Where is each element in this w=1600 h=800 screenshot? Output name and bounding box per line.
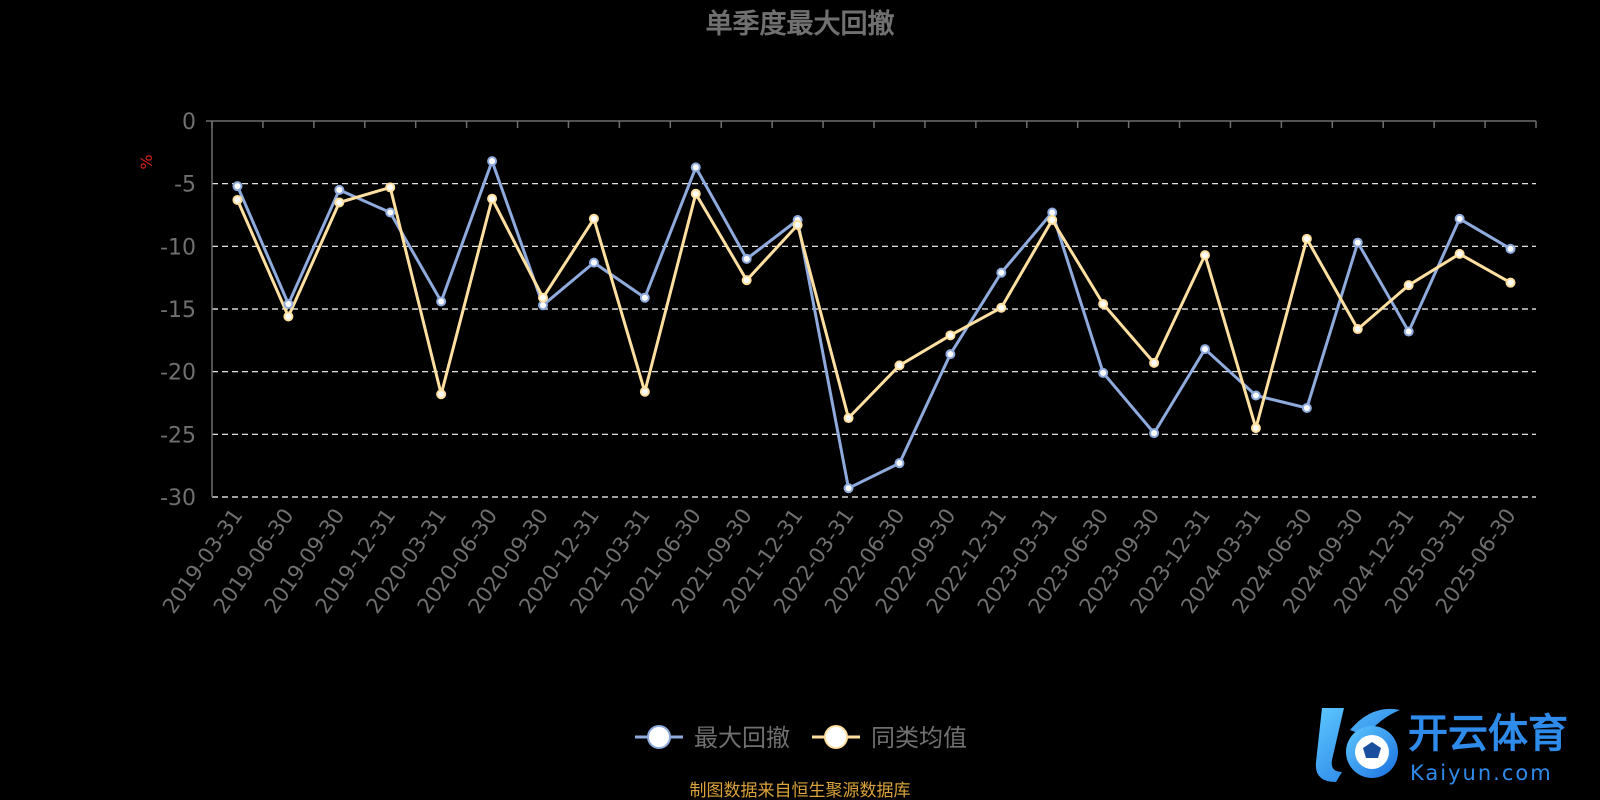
data-point bbox=[1301, 233, 1312, 244]
data-point bbox=[1505, 243, 1516, 254]
legend-marker bbox=[824, 725, 848, 749]
data-point bbox=[1505, 277, 1516, 288]
grid-lines bbox=[212, 183, 1536, 498]
series-lines bbox=[236, 159, 1512, 490]
data-point bbox=[1403, 280, 1414, 291]
data-point bbox=[588, 213, 599, 224]
data-point bbox=[232, 181, 243, 192]
data-point bbox=[945, 349, 956, 360]
y-tick-label: -5 bbox=[174, 173, 196, 198]
data-point bbox=[1250, 390, 1261, 401]
chart-title: 单季度最大回撤 bbox=[706, 8, 895, 40]
y-axis-label: % bbox=[137, 154, 156, 169]
series-points bbox=[232, 156, 1516, 494]
data-point bbox=[385, 182, 396, 193]
y-tick-label: -25 bbox=[160, 423, 196, 448]
data-point bbox=[894, 458, 905, 469]
data-point bbox=[690, 162, 701, 173]
data-point bbox=[1352, 237, 1363, 248]
data-point bbox=[843, 413, 854, 424]
axes bbox=[206, 120, 1537, 497]
data-point bbox=[538, 292, 548, 303]
data-point bbox=[1149, 357, 1160, 368]
data-point bbox=[1454, 248, 1465, 259]
brand-logo: 开云体育 Kaiyun.com bbox=[1315, 708, 1568, 785]
data-point bbox=[1098, 367, 1109, 378]
data-point bbox=[996, 267, 1007, 278]
data-point bbox=[1250, 423, 1261, 434]
data-point bbox=[639, 292, 650, 303]
y-tick-label: -15 bbox=[160, 298, 196, 323]
y-tick-label: 0 bbox=[182, 110, 196, 135]
data-point bbox=[1149, 428, 1160, 439]
y-tick-label: -30 bbox=[160, 486, 196, 511]
data-point bbox=[843, 483, 854, 494]
series-line-2 bbox=[236, 185, 1512, 430]
data-point bbox=[436, 389, 447, 400]
y-tick-label: -20 bbox=[160, 361, 196, 386]
logo-brand-text: 开云体育 bbox=[1408, 711, 1568, 757]
legend-label: 最大回撤 bbox=[694, 724, 790, 752]
data-point bbox=[385, 207, 396, 218]
data-point bbox=[1200, 344, 1210, 355]
data-point bbox=[334, 197, 345, 208]
data-point bbox=[639, 386, 650, 397]
data-point bbox=[283, 311, 294, 322]
legend-marker bbox=[647, 725, 671, 749]
data-point bbox=[690, 188, 701, 199]
data-point bbox=[436, 296, 447, 307]
legend: 最大回撤 同类均值 bbox=[635, 724, 967, 752]
data-point bbox=[588, 257, 599, 268]
data-point bbox=[894, 360, 905, 371]
data-point bbox=[334, 184, 345, 195]
legend-label: 同类均值 bbox=[871, 724, 967, 752]
logo-domain-text: Kaiyun.com bbox=[1410, 761, 1553, 785]
data-point bbox=[792, 220, 803, 231]
data-point bbox=[487, 193, 498, 204]
data-point bbox=[283, 298, 294, 309]
series-line-1 bbox=[236, 159, 1512, 490]
x-tick-labels: 2019-03-312019-06-302019-09-302019-12-31… bbox=[158, 504, 1521, 618]
data-point bbox=[1403, 326, 1414, 337]
y-tick-label: -10 bbox=[160, 235, 196, 260]
data-point bbox=[1200, 250, 1210, 261]
data-point bbox=[232, 194, 243, 205]
data-point bbox=[741, 275, 752, 286]
y-tick-labels: 0 -5 -10 -15 -20 -25 -30 bbox=[160, 110, 196, 511]
data-point bbox=[945, 330, 956, 341]
data-point bbox=[1301, 403, 1312, 414]
data-point bbox=[487, 156, 498, 167]
data-point bbox=[741, 253, 752, 264]
source-note: 制图数据来自恒生聚源数据库 bbox=[690, 781, 911, 800]
logo-k-icon bbox=[1315, 708, 1400, 782]
data-point bbox=[1047, 215, 1058, 226]
data-point bbox=[1454, 213, 1465, 224]
data-point bbox=[996, 302, 1007, 313]
data-point bbox=[1098, 298, 1109, 309]
data-point bbox=[1352, 324, 1363, 335]
